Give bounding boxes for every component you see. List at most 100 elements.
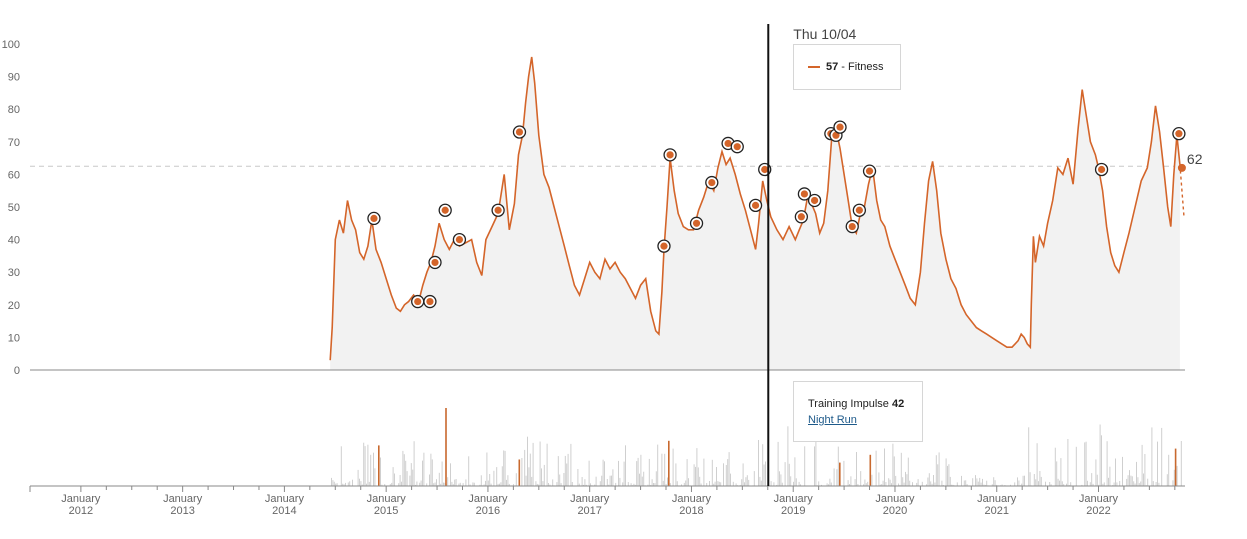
impulse-bar (618, 460, 619, 486)
impulse-bar (1059, 480, 1060, 486)
impulse-bar (422, 460, 423, 486)
impulse-bar (1138, 483, 1140, 486)
impulse-bar (528, 467, 530, 486)
impulse-bar (564, 455, 566, 486)
activity-marker[interactable] (1094, 162, 1109, 177)
impulse-bar (927, 477, 929, 486)
impulse-tooltip-row: Training Impulse 42 (808, 398, 904, 410)
impulse-bar (1129, 470, 1130, 486)
activity-marker[interactable] (705, 175, 719, 190)
activity-marker[interactable] (1172, 126, 1186, 141)
impulse-bar (1168, 454, 1170, 486)
impulse-bar (380, 457, 381, 486)
impulse-bar (577, 469, 579, 486)
activity-marker[interactable] (491, 203, 505, 217)
impulse-bar (1070, 482, 1072, 486)
impulse-bar (854, 479, 856, 486)
impulse-bar (933, 475, 934, 486)
impulse-bar (885, 482, 887, 486)
impulse-bar (560, 483, 562, 486)
impulse-bar (718, 481, 720, 486)
impulse-bar (611, 475, 612, 486)
impulse-bar (1140, 481, 1142, 486)
activity-marker[interactable] (748, 198, 763, 213)
impulse-bar-highlight (378, 445, 380, 486)
impulse-bar (1040, 476, 1042, 486)
impulse-bar (720, 482, 722, 486)
impulse-bar (902, 477, 904, 486)
impulse-bar (986, 480, 988, 486)
impulse-bar (1161, 427, 1163, 486)
impulse-bar-highlight (869, 454, 872, 486)
impulse-bar (541, 468, 542, 486)
impulse-bar (436, 479, 437, 486)
impulse-bar (798, 481, 800, 486)
impulse-bar (1151, 427, 1153, 486)
activity-marker[interactable] (845, 219, 859, 234)
impulse-bar (1180, 441, 1182, 486)
activity-marker[interactable] (833, 120, 847, 134)
impulse-bar (1106, 441, 1108, 486)
impulse-bar (595, 476, 597, 486)
impulse-bar (1101, 435, 1102, 486)
impulse-bar (469, 484, 471, 486)
x-tick-month: January (774, 493, 814, 505)
impulse-bar (793, 481, 794, 486)
impulse-bar (392, 467, 394, 486)
activity-marker[interactable] (512, 125, 527, 139)
activity-marker[interactable] (367, 211, 381, 226)
impulse-bar (703, 458, 705, 486)
activity-marker[interactable] (797, 187, 812, 201)
impulse-bar (556, 482, 558, 486)
impulse-bar (433, 483, 435, 486)
impulse-bar (389, 484, 391, 486)
impulse-bar (1130, 475, 1132, 486)
impulse-bar (700, 483, 702, 486)
impulse-bar (625, 445, 626, 486)
y-tick-label: 50 (8, 202, 20, 214)
activity-marker[interactable] (411, 294, 425, 309)
impulse-bar (1176, 465, 1178, 486)
impulse-bar (487, 480, 489, 486)
impulse-bar (535, 481, 537, 486)
activity-marker[interactable] (852, 203, 867, 217)
activity-marker[interactable] (807, 193, 822, 208)
activity-marker[interactable] (663, 148, 677, 162)
impulse-tooltip-value: 42 (891, 398, 905, 410)
y-tick-label: 90 (8, 72, 20, 84)
activity-marker[interactable] (794, 210, 809, 224)
impulse-bar (357, 469, 359, 486)
impulse-bar (984, 484, 986, 486)
activity-marker[interactable] (862, 164, 877, 178)
impulse-bar (975, 475, 976, 486)
activity-marker[interactable] (730, 140, 744, 154)
activity-marker[interactable] (438, 203, 452, 217)
impulse-bar (891, 483, 892, 486)
hover-date-label: Thu 10/04 (793, 26, 856, 42)
x-tick-year: 2015 (374, 505, 398, 517)
impulse-bar (900, 452, 902, 486)
impulse-bar (728, 452, 730, 486)
impulse-bar (952, 484, 954, 486)
activity-marker[interactable] (423, 294, 437, 309)
impulse-bar (779, 471, 780, 486)
activity-marker[interactable] (657, 239, 671, 253)
activity-marker[interactable] (689, 216, 704, 230)
impulse-bar (486, 452, 488, 486)
impulse-bar (447, 477, 449, 486)
impulse-bar (606, 479, 608, 486)
impulse-bar (926, 484, 927, 486)
activity-marker[interactable] (428, 255, 442, 270)
impulse-bar (536, 483, 538, 486)
impulse-bar (976, 478, 978, 486)
impulse-bar (636, 461, 638, 486)
activity-link[interactable]: Night Run (808, 414, 857, 426)
impulse-bar (401, 481, 402, 486)
impulse-bar (657, 444, 659, 486)
activity-marker[interactable] (452, 232, 467, 247)
impulse-bar-highlight (445, 408, 447, 486)
impulse-bar (496, 467, 498, 486)
impulse-bar (753, 471, 755, 486)
impulse-tooltip-label: Training Impulse (808, 398, 892, 410)
impulse-bar (965, 480, 967, 486)
